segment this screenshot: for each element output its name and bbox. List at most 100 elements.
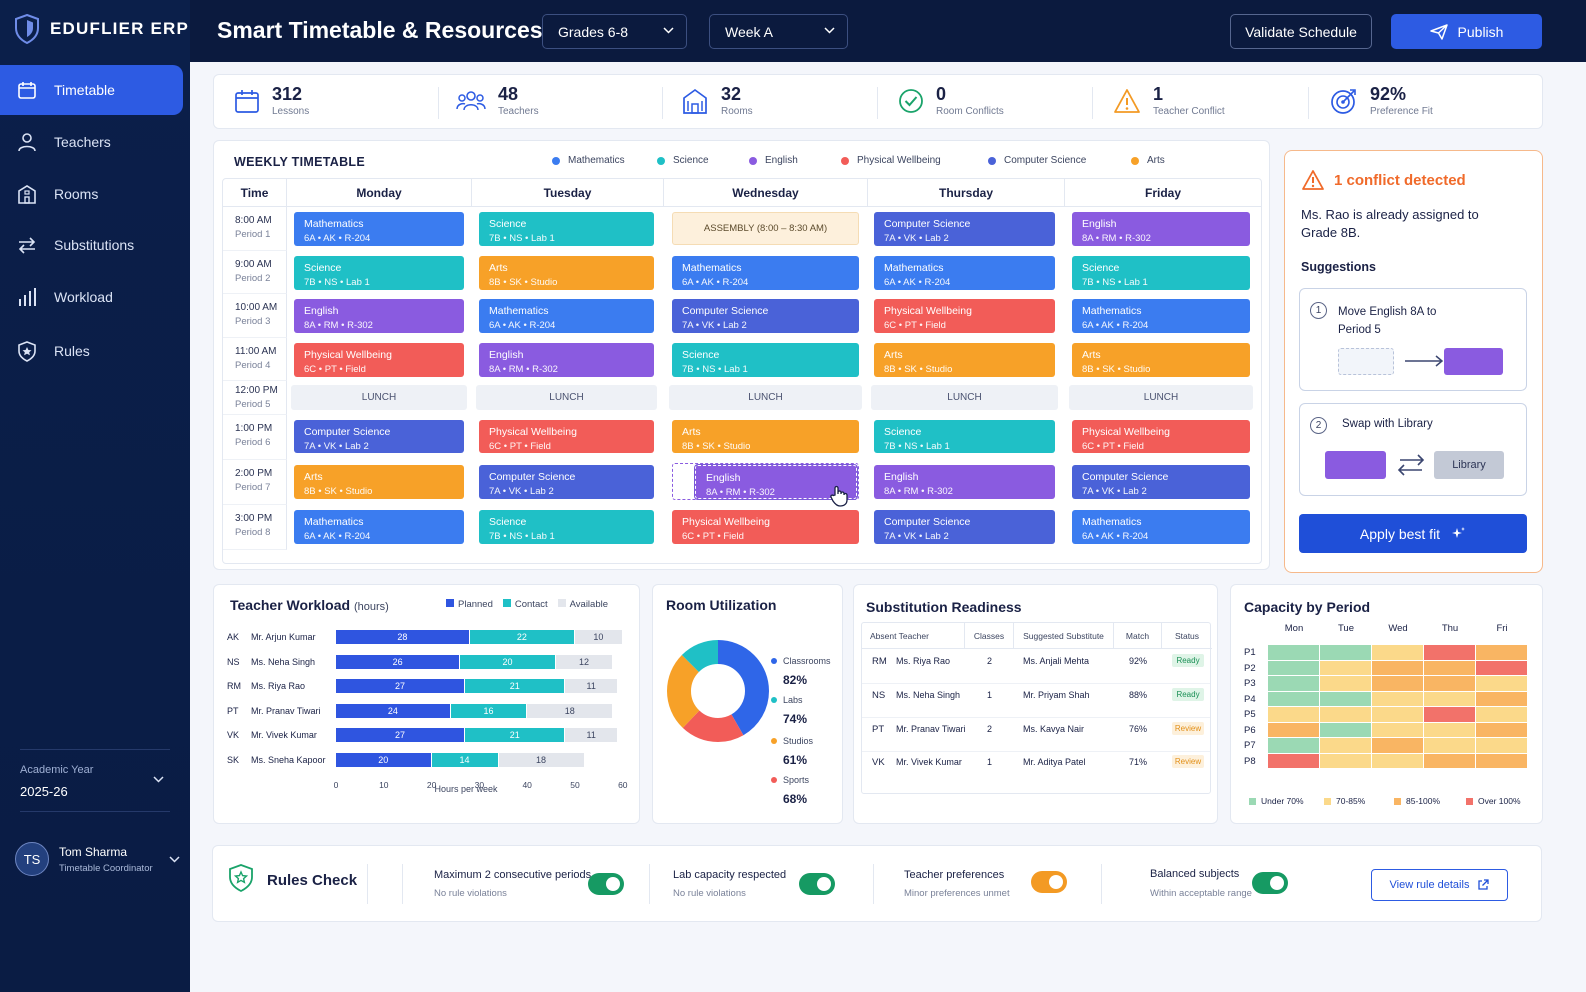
rule-toggle-lab-capacity[interactable] [799, 873, 835, 895]
legend-arts: Arts [1131, 155, 1165, 166]
toggle-knob [606, 877, 620, 891]
lesson-block[interactable]: Computer Science 7A • VK • Lab 2 [294, 420, 464, 453]
heatmap-period-label: P3 [1244, 678, 1256, 689]
lesson-block[interactable]: Mathematics 6A • AK • R-204 [874, 256, 1055, 290]
sidebar-item-timetable[interactable]: Timetable [0, 65, 183, 115]
lesson-block[interactable]: Computer Science 7A • VK • Lab 2 [479, 465, 654, 499]
validate-schedule-button[interactable]: Validate Schedule [1230, 14, 1372, 49]
lesson-block[interactable]: English 8A • RM • R-302 [874, 465, 1055, 499]
heatmap-cell [1268, 738, 1319, 753]
legend-swatch [1394, 797, 1401, 805]
lesson-block[interactable]: Arts 8B • SK • Studio [1072, 343, 1250, 377]
lesson-block[interactable]: Mathematics 6A • AK • R-204 [1072, 510, 1250, 544]
table-row[interactable] [862, 684, 1210, 718]
heatmap-day-label: Wed [1388, 623, 1408, 634]
legend-label: Mathematics [568, 155, 625, 166]
user-profile[interactable]: TS Tom Sharma Timetable Coordinator [15, 842, 180, 876]
lesson-block[interactable]: Computer Science 7A • VK • Lab 2 [874, 212, 1055, 246]
sidebar-item-label: Timetable [54, 82, 115, 98]
chevron-down-icon [153, 776, 164, 783]
lunch-block: LUNCH [871, 385, 1058, 410]
table-row[interactable] [862, 718, 1210, 752]
lesson-block[interactable]: English 8A • RM • R-302 [1072, 212, 1250, 246]
users-icon [456, 90, 486, 110]
lesson-block[interactable]: Science 7B • NS • Lab 1 [672, 343, 859, 377]
sidebar-item-rooms[interactable]: Rooms [0, 169, 183, 219]
rule-toggle-balanced-subjects[interactable] [1252, 872, 1288, 894]
lesson-block[interactable]: Science 7B • NS • Lab 1 [1072, 256, 1250, 290]
academic-year-selector[interactable]: Academic Year 2025-26 [20, 764, 170, 799]
lesson-block[interactable]: Science 7B • NS • Lab 1 [479, 510, 654, 544]
lesson-block[interactable]: Arts 8B • SK • Studio [874, 343, 1055, 377]
sidebar-item-workload[interactable]: Workload [0, 272, 183, 322]
lesson-block[interactable]: Science 7B • NS • Lab 1 [294, 256, 464, 290]
lesson-block[interactable]: Physical Wellbeing 6C • PT • Field [672, 510, 859, 544]
table-row[interactable] [862, 650, 1210, 684]
heatmap-period-label: P8 [1244, 755, 1256, 767]
heatmap-cell [1476, 645, 1527, 660]
publish-button[interactable]: Publish [1391, 14, 1542, 49]
legend-dot [841, 156, 849, 165]
lesson-block[interactable]: Physical Wellbeing 6C • PT • Field [874, 299, 1055, 333]
suggestion-move[interactable]: 1 Move English 8A to Period 5 [1299, 288, 1527, 391]
period-label: Period 1 [235, 229, 271, 240]
room-label: Sports [783, 775, 810, 785]
sidebar-item-teachers[interactable]: Teachers [0, 117, 183, 167]
lesson-block[interactable]: English 8A • RM • R-302 [479, 343, 654, 377]
heatmap-cell [1268, 676, 1319, 691]
lesson-block[interactable]: English 8A • RM • R-302 [695, 465, 857, 499]
heatmap-cell [1320, 645, 1371, 660]
classes-count: 2 [986, 724, 992, 734]
lesson-block[interactable]: Mathematics 6A • AK • R-204 [479, 299, 654, 333]
lesson-subject: Mathematics [304, 218, 364, 230]
apply-best-fit-button[interactable]: Apply best fit [1299, 514, 1527, 553]
divider [649, 864, 650, 904]
lesson-detail: 8B • SK • Studio [489, 276, 558, 288]
teacher-name: Mr. Arjun Kumar [251, 632, 316, 642]
academic-year-label: Academic Year [20, 764, 94, 776]
lesson-block[interactable]: Physical Wellbeing 6C • PT • Field [1072, 420, 1250, 453]
teacher-code: NS [872, 690, 886, 701]
timetable-grid: Time Monday Tuesday Wednesday Thursday F… [222, 178, 1262, 564]
lesson-block[interactable]: Arts 8B • SK • Studio [672, 420, 859, 453]
rule-toggle-consecutive[interactable] [588, 873, 624, 895]
rule-toggle-teacher-preferences[interactable] [1031, 871, 1067, 893]
suggestion-swap[interactable]: 2 Swap with Library Library [1299, 403, 1527, 496]
sidebar-item-substitutions[interactable]: Substitutions [0, 220, 183, 270]
lesson-block[interactable]: Mathematics 6A • AK • R-204 [294, 212, 464, 246]
app-logo[interactable]: EDUFLIER ERP [14, 14, 189, 44]
lesson-block[interactable]: Arts 8B • SK • Studio [479, 256, 654, 290]
sidebar-item-label: Teachers [54, 134, 111, 150]
warning-icon [1114, 88, 1140, 113]
legend-label: Computer Science [1004, 155, 1087, 166]
grade-select[interactable]: Grades 6-8 [542, 14, 687, 49]
sidebar-item-rules[interactable]: Rules [0, 326, 183, 376]
weekly-timetable: WEEKLY TIMETABLE Mathematics Science Eng… [213, 140, 1270, 570]
lesson-subject: Physical Wellbeing [1082, 426, 1170, 438]
lesson-block[interactable]: Computer Science 7A • VK • Lab 2 [672, 299, 859, 333]
shield-logo-icon [15, 14, 39, 44]
lesson-block[interactable]: Science 7B • NS • Lab 1 [874, 420, 1055, 453]
lesson-block[interactable]: Mathematics 6A • AK • R-204 [1072, 299, 1250, 333]
lesson-block[interactable]: Mathematics 6A • AK • R-204 [294, 510, 464, 544]
lesson-block[interactable]: Arts 8B • SK • Studio [294, 465, 464, 499]
lesson-block[interactable]: Physical Wellbeing 6C • PT • Field [294, 343, 464, 377]
heatmap-legend-item: 85-100% [1394, 796, 1440, 806]
view-rule-details-button[interactable]: View rule details [1371, 869, 1508, 901]
toggle-knob [817, 877, 831, 891]
lunch-block: LUNCH [476, 385, 657, 410]
time-label: 9:00 AM [235, 259, 272, 270]
lesson-block[interactable]: Physical Wellbeing 6C • PT • Field [479, 420, 654, 453]
lesson-block[interactable]: English 8A • RM • R-302 [294, 299, 464, 333]
lesson-block[interactable]: Computer Science 7A • VK • Lab 2 [874, 510, 1055, 544]
bar-chart-icon [19, 288, 36, 306]
lesson-block[interactable]: Mathematics 6A • AK • R-204 [672, 256, 859, 290]
time-slot: 2:00 PM Period 7 [223, 460, 287, 505]
room-label: Labs [783, 695, 803, 705]
drop-target-slot[interactable] [672, 463, 859, 500]
toggle-knob [1270, 876, 1284, 890]
week-select[interactable]: Week A [709, 14, 848, 49]
lesson-subject: Mathematics [1082, 305, 1142, 317]
lesson-block[interactable]: Science 7B • NS • Lab 1 [479, 212, 654, 246]
lesson-block[interactable]: Computer Science 7A • VK • Lab 2 [1072, 465, 1250, 499]
